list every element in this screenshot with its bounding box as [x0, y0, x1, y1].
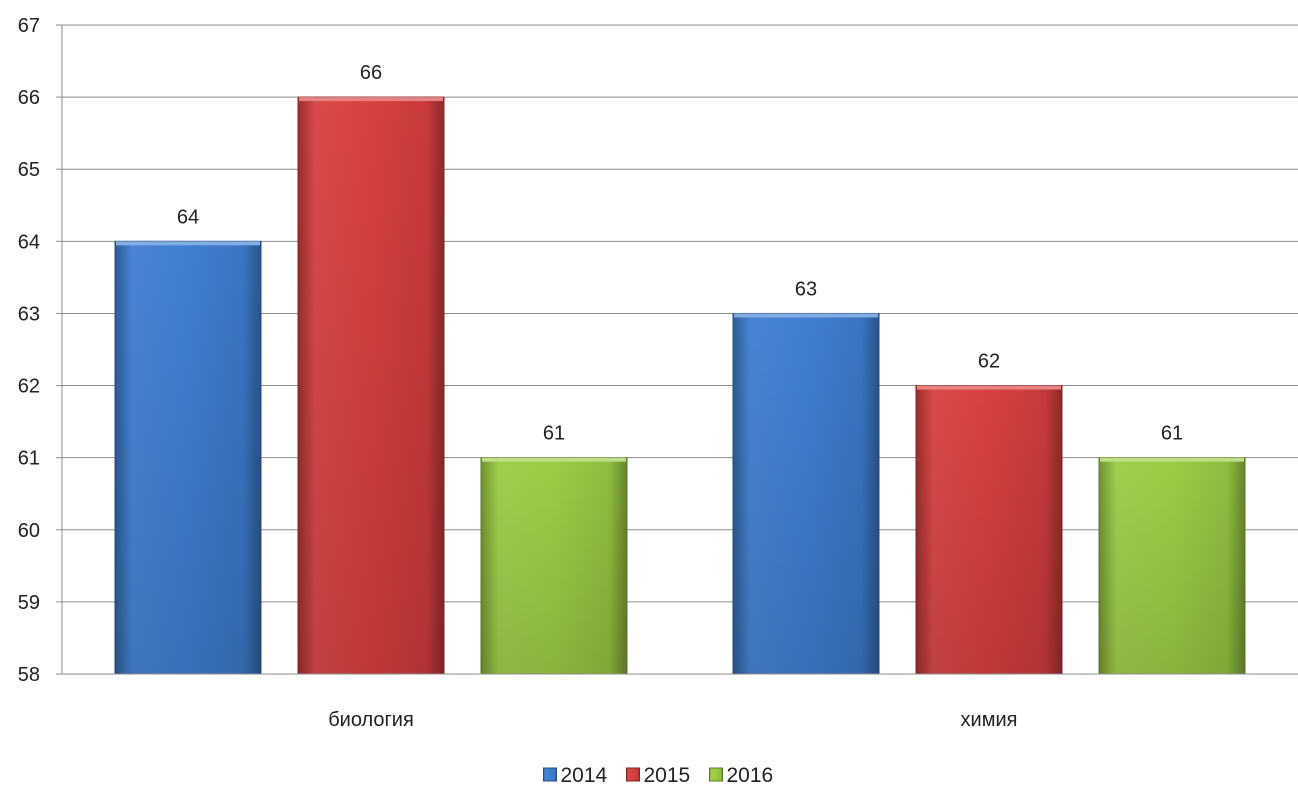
data-label: 63	[795, 278, 817, 300]
category-label: химия	[961, 709, 1018, 731]
bar-highlight	[917, 385, 1061, 390]
bar-highlight	[734, 313, 878, 318]
y-tick-label: 59	[18, 592, 40, 614]
bars	[114, 96, 1246, 675]
legend-label: 2016	[727, 764, 774, 787]
bar-highlight	[482, 457, 626, 462]
y-tick-label: 58	[18, 664, 40, 686]
y-tick-label: 61	[18, 448, 40, 470]
y-tick-label: 67	[18, 15, 40, 37]
legend-swatch	[626, 767, 640, 782]
legend: 2014 2015 2016	[543, 764, 774, 787]
bar-shade	[481, 457, 627, 674]
y-tick-label: 63	[18, 303, 40, 325]
y-tick-label: 66	[18, 87, 40, 109]
legend-swatch	[709, 767, 723, 782]
category-labels: биология химия	[328, 709, 1017, 731]
axes	[56, 24, 1298, 675]
legend-label: 2014	[561, 764, 608, 787]
data-label: 66	[360, 62, 382, 84]
bar-shade	[916, 385, 1062, 674]
y-tick-label: 60	[18, 520, 40, 542]
data-label: 61	[543, 423, 565, 445]
legend-swatch	[543, 767, 557, 782]
legend-item-2014: 2014	[543, 764, 608, 787]
legend-item-2016: 2016	[709, 764, 774, 787]
legend-label: 2015	[644, 764, 691, 787]
bar-highlight	[299, 97, 443, 102]
bar-highlight	[1100, 457, 1244, 462]
category-label: биология	[328, 709, 414, 731]
bar-shade	[1099, 457, 1245, 674]
y-tick-label: 65	[18, 159, 40, 181]
bar-shade	[733, 313, 879, 674]
legend-item-2015: 2015	[626, 764, 691, 787]
data-label: 61	[1161, 423, 1183, 445]
bar-shade	[115, 241, 261, 675]
y-axis-ticks: 58 59 60 61 62 63 64 65 66 67	[18, 15, 40, 686]
data-label: 62	[978, 351, 1000, 373]
gridlines	[62, 24, 1298, 603]
bar-highlight	[116, 241, 260, 246]
bar-shade	[298, 97, 444, 675]
y-tick-label: 64	[18, 231, 40, 253]
y-tick-label: 62	[18, 376, 40, 398]
data-label: 64	[177, 206, 199, 228]
data-labels: 64 66 61 63 62 61	[177, 62, 1183, 445]
